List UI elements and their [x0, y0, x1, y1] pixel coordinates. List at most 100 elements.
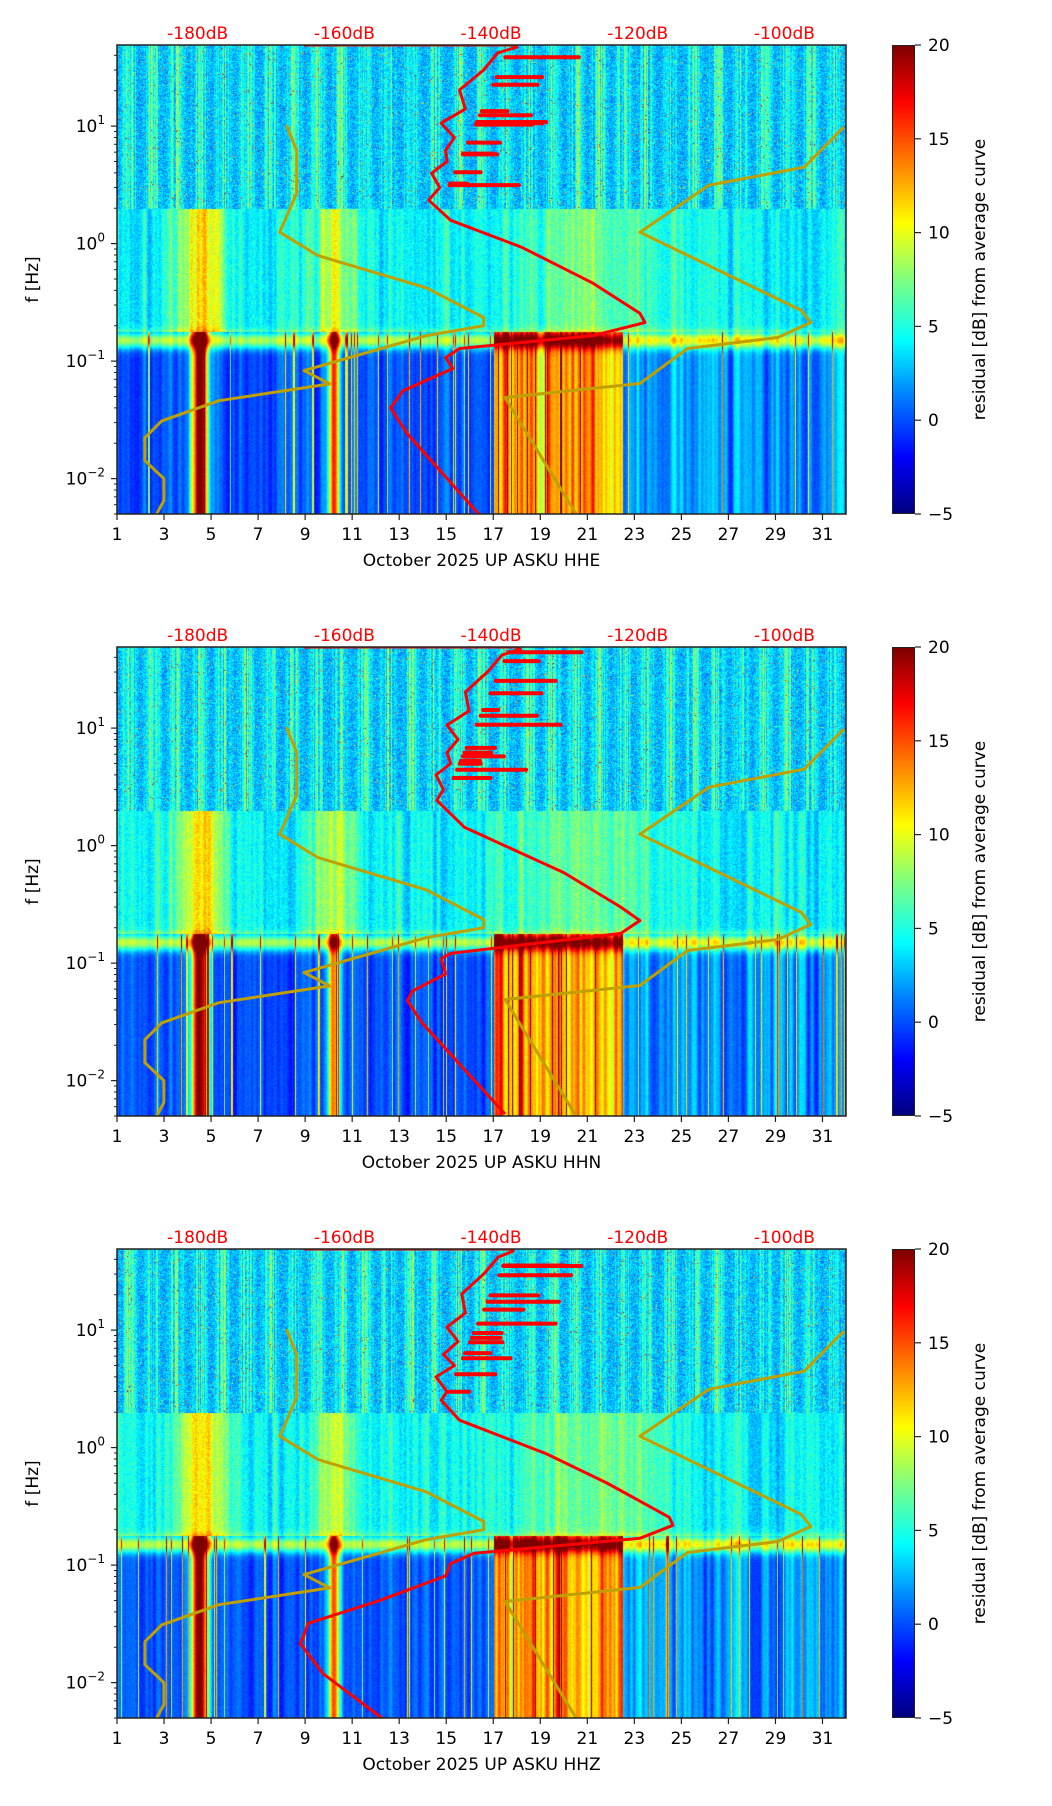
y-tick-label: 10−2: [66, 1670, 105, 1694]
x-tick-label: 19: [529, 525, 551, 545]
x-tick-label: 29: [765, 1729, 787, 1749]
colorbar-tick-label: 20: [928, 1240, 950, 1260]
db-scale-label: -120dB: [607, 24, 668, 44]
panel-hhe: 1 3 5 7 9 11 13 15 17 19 21 23 25 27 29 31 October 2025 …: [0, 0, 1052, 602]
colorbar-tick-label: 20: [928, 36, 950, 56]
x-tick-label: 27: [718, 525, 740, 545]
x-tick-label: 21: [577, 525, 599, 545]
plot-frame: [116, 646, 847, 1117]
y-tick-label: 101: [76, 715, 105, 739]
y-axis-label: f [Hz]: [23, 858, 43, 904]
panel-hhz: 1 3 5 7 9 11 13 15 17 19 21 23 25 27 29 31 October 2025 …: [0, 1204, 1052, 1806]
colorbar-tick-label: 0: [928, 411, 939, 431]
colorbar-tick-label: −5: [928, 1107, 953, 1127]
x-tick-label: 5: [206, 1127, 217, 1147]
x-tick-label: 7: [253, 1127, 264, 1147]
db-scale-label: -120dB: [607, 626, 668, 646]
average-psd-curve: [304, 647, 642, 1116]
y-axis-label: f [Hz]: [23, 1460, 43, 1506]
x-tick-label: 25: [671, 1729, 693, 1749]
colorbar-tick-label: 10: [928, 1428, 950, 1448]
db-scale-label: -180dB: [167, 24, 228, 44]
x-tick-label: 31: [812, 1127, 834, 1147]
x-tick-label: 27: [718, 1729, 740, 1749]
x-tick-label: 3: [159, 525, 170, 545]
db-scale-label: -120dB: [607, 1228, 668, 1248]
colorbar-label: residual [dB] from average curve: [970, 1343, 990, 1624]
db-scale-label: -100dB: [754, 1228, 815, 1248]
y-tick-label: 10−2: [66, 1068, 105, 1092]
db-scale-label: -160dB: [314, 1228, 375, 1248]
colorbar-tick-label: 10: [928, 224, 950, 244]
curve-group: [143, 45, 845, 514]
x-tick-label: 5: [206, 1729, 217, 1749]
colorbar-tick-label: 10: [928, 826, 950, 846]
x-tick-label: 29: [765, 525, 787, 545]
colorbar-tick-label: 15: [928, 130, 950, 150]
x-tick-label: 25: [671, 1127, 693, 1147]
x-tick-label: 15: [435, 525, 457, 545]
y-tick-label: 101: [76, 113, 105, 137]
x-tick-label: 9: [300, 1729, 311, 1749]
y-axis-label: f [Hz]: [23, 256, 43, 302]
db-scale-label: -140dB: [461, 24, 522, 44]
curve-group: [143, 647, 845, 1116]
x-tick-label: 23: [624, 1729, 646, 1749]
x-tick-label: 17: [482, 1127, 504, 1147]
db-scale-label: -140dB: [461, 1228, 522, 1248]
x-tick-label: 29: [765, 1127, 787, 1147]
x-tick-label: 7: [253, 1729, 264, 1749]
x-tick-label: 31: [812, 525, 834, 545]
nlnm-curve: [143, 1328, 486, 1718]
x-tick-label: 13: [388, 1729, 410, 1749]
y-tick-label: 101: [76, 1317, 105, 1341]
x-tick-label: 3: [159, 1729, 170, 1749]
x-tick-label: 15: [435, 1127, 457, 1147]
y-tick-label: 100: [76, 231, 105, 255]
x-tick-label: 1: [112, 525, 123, 545]
colorbar-tick-label: 5: [928, 919, 939, 939]
x-tick-label: 1: [112, 1729, 123, 1749]
db-scale-label: -100dB: [754, 24, 815, 44]
colorbar-tick-label: 5: [928, 317, 939, 337]
x-tick-label: 31: [812, 1729, 834, 1749]
curve-group: [143, 1249, 845, 1718]
db-scale-label: -160dB: [314, 626, 375, 646]
x-tick-label: 1: [112, 1127, 123, 1147]
x-tick-label: 17: [482, 525, 504, 545]
nhnm-curve: [503, 1330, 845, 1718]
x-tick-label: 9: [300, 525, 311, 545]
y-tick-label: 10−1: [66, 348, 105, 372]
colorbar-tick-label: −5: [928, 505, 953, 525]
colorbar: [892, 1249, 915, 1718]
x-tick-label: 15: [435, 1729, 457, 1749]
db-scale-label: -160dB: [314, 24, 375, 44]
x-tick-label: 7: [253, 525, 264, 545]
x-tick-label: 23: [624, 1127, 646, 1147]
x-tick-label: 17: [482, 1729, 504, 1749]
x-tick-label: 9: [300, 1127, 311, 1147]
db-scale-label: -140dB: [461, 626, 522, 646]
nlnm-curve: [143, 124, 486, 514]
db-scale-label: -180dB: [167, 1228, 228, 1248]
x-tick-label: 13: [388, 1127, 410, 1147]
db-scale-label: -180dB: [167, 626, 228, 646]
average-psd-curve: [304, 45, 647, 514]
x-axis-label: October 2025 UP ASKU HHE: [363, 551, 600, 571]
x-tick-label: 11: [341, 1127, 363, 1147]
average-psd-curve: [298, 1249, 675, 1718]
panel-hhn: 1 3 5 7 9 11 13 15 17 19 21 23 25 27 29 31 October 2025 …: [0, 602, 1052, 1204]
nlnm-curve: [143, 726, 486, 1116]
x-tick-label: 3: [159, 1127, 170, 1147]
colorbar-label: residual [dB] from average curve: [970, 139, 990, 420]
x-tick-label: 13: [388, 525, 410, 545]
spectrogram-image: [117, 1249, 846, 1718]
colorbar-tick-label: 5: [928, 1521, 939, 1541]
y-tick-label: 10−2: [66, 466, 105, 490]
plot-frame: [116, 44, 847, 515]
x-tick-label: 19: [529, 1127, 551, 1147]
x-tick-label: 11: [341, 1729, 363, 1749]
colorbar-tick-label: 20: [928, 638, 950, 658]
